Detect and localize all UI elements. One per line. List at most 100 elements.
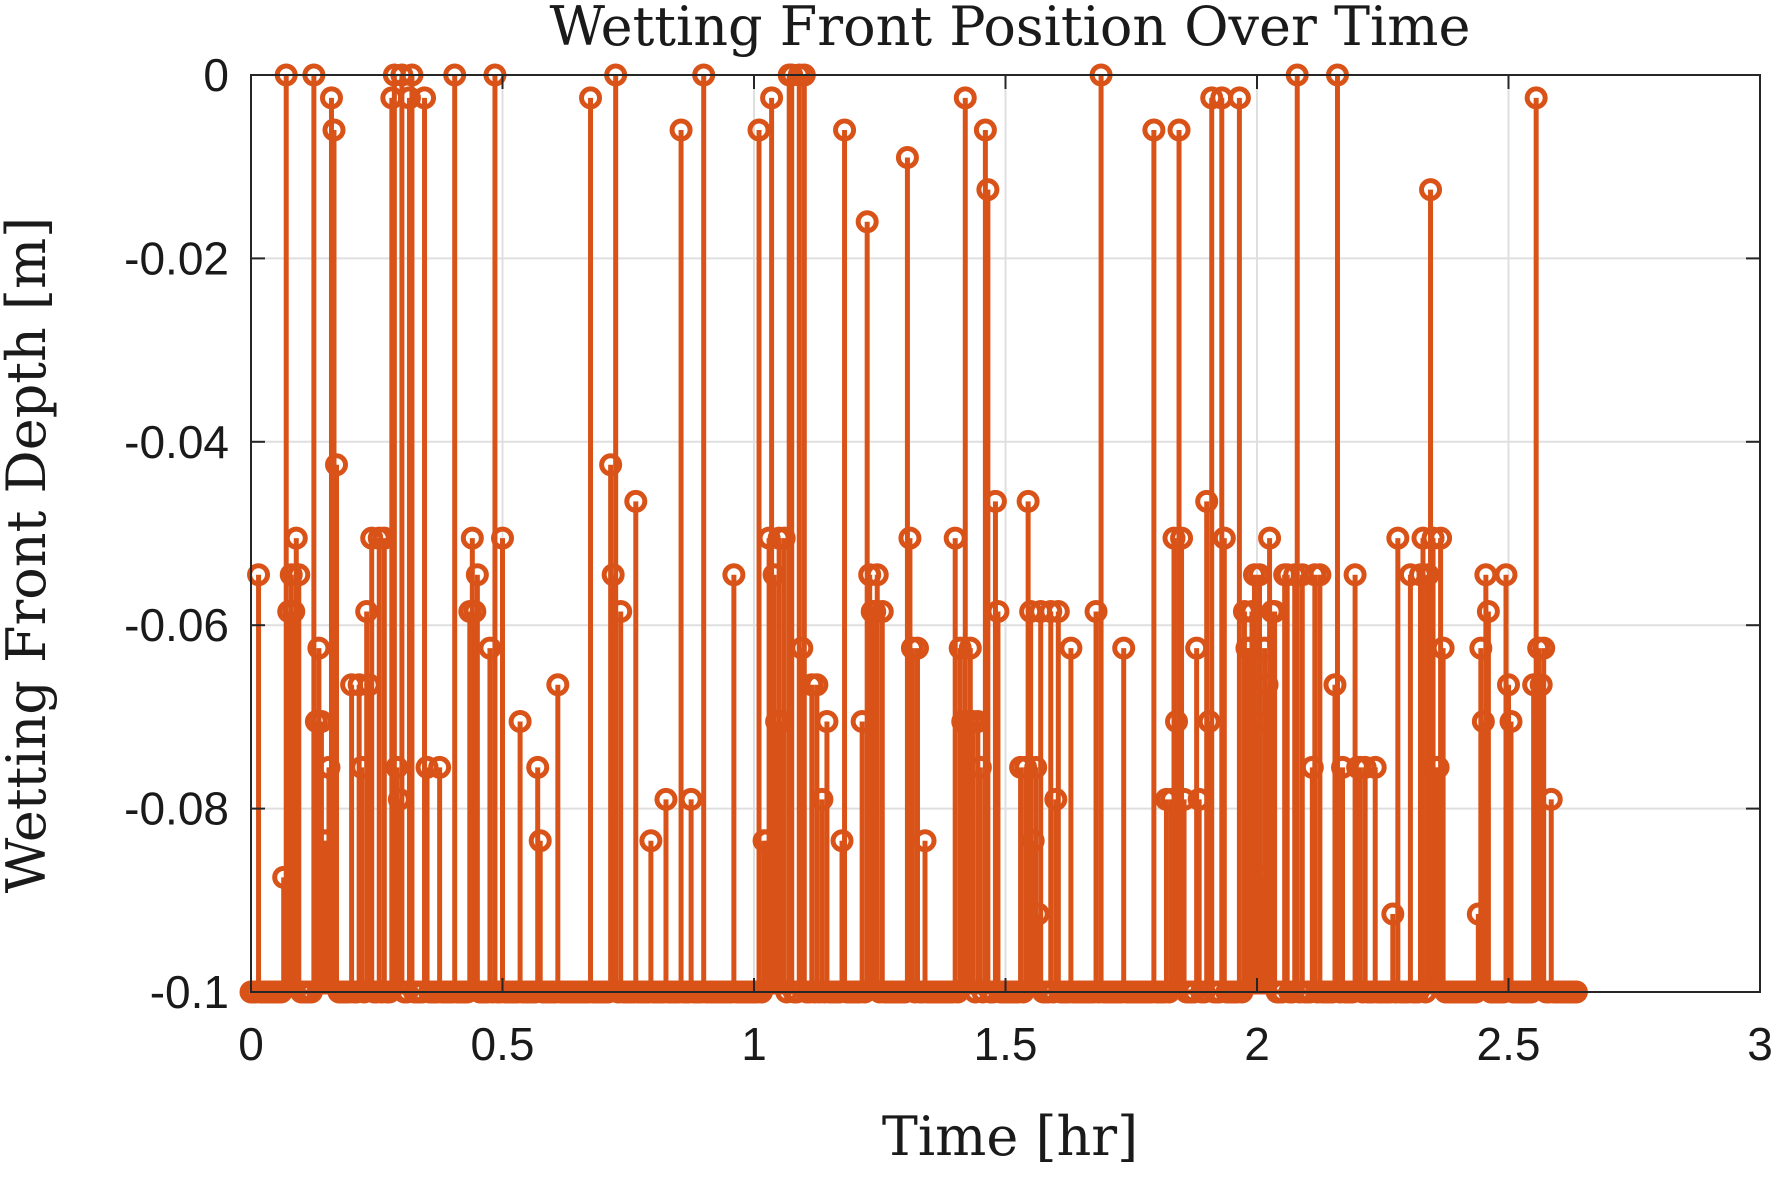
data-point-marker [1237, 636, 1261, 660]
data-point-marker [790, 636, 814, 660]
data-point-marker [282, 599, 306, 623]
data-point-marker [1232, 599, 1256, 623]
data-point-marker [755, 829, 779, 853]
data-point-marker [1499, 709, 1523, 733]
data-point-marker [309, 709, 333, 733]
data-point-marker [1529, 673, 1553, 697]
data-point-marker [760, 86, 784, 110]
data-point-marker [491, 526, 514, 550]
y-axis-label: Wetting Front Depth [m] [0, 217, 58, 893]
data-point-marker [1170, 526, 1194, 550]
data-point-marker [526, 755, 550, 779]
data-point-marker [948, 636, 972, 660]
data-point-marker [1159, 787, 1183, 811]
data-point-marker [1084, 599, 1108, 623]
y-tick-label: -0.06 [124, 599, 229, 651]
data-point-marker [579, 86, 603, 110]
data-point-marker [1200, 86, 1224, 110]
data-point-marker [850, 709, 874, 733]
data-point-marker [1429, 526, 1453, 550]
data-point-marker [1165, 709, 1189, 733]
data-point-marker [350, 755, 374, 779]
data-point-marker [1353, 755, 1377, 779]
data-point-marker [287, 563, 311, 587]
data-point-marker [958, 636, 982, 660]
data-point-marker [1195, 489, 1219, 513]
x-tick-label: 1 [741, 1018, 767, 1070]
data-point-marker [757, 526, 781, 550]
data-point-marker [870, 599, 894, 623]
data-point-marker [463, 599, 487, 623]
data-point-marker [284, 526, 308, 550]
data-point-marker [762, 563, 786, 587]
data-point-marker [1532, 636, 1556, 660]
data-point-marker [360, 526, 384, 550]
data-point-marker [1363, 755, 1387, 779]
data-point-marker [1471, 709, 1495, 733]
data-point-marker [1308, 563, 1332, 587]
data-point-marker [1421, 526, 1445, 550]
data-point-marker [747, 118, 771, 142]
y-tick-label: 0 [203, 49, 229, 101]
data-point-marker [943, 526, 967, 550]
data-point-marker [810, 787, 834, 811]
x-tick-label: 1.5 [974, 1018, 1038, 1070]
data-point-marker [415, 755, 439, 779]
x-tick-label: 3 [1747, 1018, 1773, 1070]
data-point-marker [1248, 563, 1272, 587]
data-point-marker [1497, 673, 1520, 697]
data-point-marker [1255, 673, 1279, 697]
data-point-marker [1197, 709, 1221, 733]
data-point-marker [347, 673, 371, 697]
data-point-marker [1275, 563, 1299, 587]
data-point-marker [1258, 526, 1282, 550]
data-point-marker [639, 829, 663, 853]
data-point-marker [372, 526, 396, 550]
y-tick-label: -0.08 [124, 783, 229, 835]
data-point-marker [898, 526, 922, 550]
data-point-marker [1046, 599, 1070, 623]
data-point-marker [966, 709, 990, 733]
data-point-marker [1343, 563, 1367, 587]
data-point-marker [546, 673, 570, 697]
data-point-marker [1419, 178, 1443, 202]
data-point-marker [279, 563, 303, 587]
data-point-marker [1416, 563, 1440, 587]
data-point-marker [528, 829, 552, 853]
data-point-marker [815, 709, 839, 733]
data-point-marker [1323, 673, 1347, 697]
data-point-marker [508, 709, 532, 733]
x-tick-label: 2.5 [1477, 1018, 1541, 1070]
data-point-marker [1386, 526, 1410, 550]
y-tick-label: -0.1 [150, 966, 229, 1018]
data-point-marker [1026, 902, 1050, 926]
data-point-marker [1112, 636, 1136, 660]
data-point-marker [865, 563, 889, 587]
data-point-marker [983, 489, 1007, 513]
data-point-marker [428, 755, 452, 779]
data-point-marker [624, 489, 648, 513]
data-point-marker [322, 118, 346, 142]
data-point-marker [722, 563, 746, 587]
data-point-marker [1187, 787, 1211, 811]
data-point-marker [1253, 636, 1277, 660]
data-point-marker [1024, 755, 1048, 779]
data-point-marker [973, 118, 997, 142]
data-point-marker [1185, 636, 1209, 660]
data-point-marker [1408, 563, 1432, 587]
data-point-marker [1524, 86, 1548, 110]
data-point-marker [1381, 902, 1405, 926]
data-point-marker [319, 86, 343, 110]
data-point-marker [772, 526, 796, 550]
data-point-marker [1539, 787, 1563, 811]
data-point-marker [1014, 755, 1038, 779]
data-point-marker [357, 673, 381, 697]
data-point-marker [385, 755, 409, 779]
data-point-marker [895, 146, 919, 170]
data-point-marker [1466, 902, 1490, 926]
y-tick-label: -0.02 [124, 232, 229, 284]
data-point-marker [1263, 599, 1287, 623]
data-point-marker [1044, 787, 1068, 811]
data-point-marker [413, 86, 437, 110]
data-point-marker [1162, 526, 1186, 550]
